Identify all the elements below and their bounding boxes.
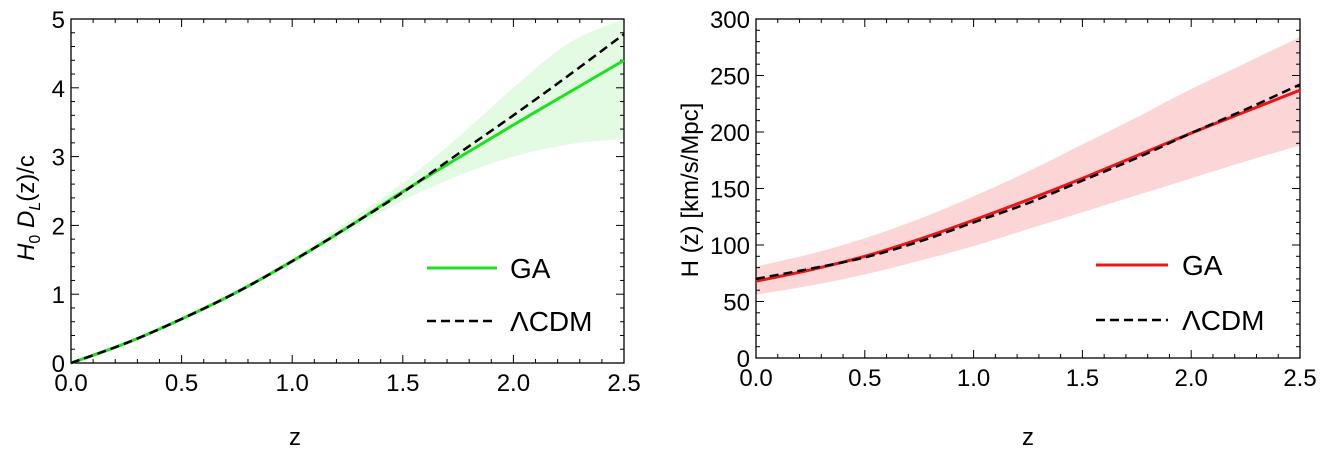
y-tick-label: 0 — [52, 351, 65, 378]
left-legend: GA ΛCDM — [427, 253, 592, 337]
y-tick-label: 250 — [710, 64, 750, 91]
y-tick-label: 300 — [710, 7, 750, 34]
left-legend-lcdm-label: ΛCDM — [510, 306, 592, 337]
left-y-axis-label: H0 DL(z)/c — [13, 155, 44, 261]
left-legend-ga-label: GA — [510, 253, 551, 284]
y-tick-label: 4 — [52, 76, 65, 103]
x-tick-label: 1.5 — [1066, 365, 1099, 392]
y-tick-label: 100 — [710, 233, 750, 260]
x-tick-label: 0.0 — [54, 370, 87, 397]
x-tick-label: 0.5 — [165, 370, 198, 397]
x-tick-label: 1.5 — [386, 370, 419, 397]
x-tick-label: 0.5 — [848, 365, 881, 392]
right-x-axis-label: z — [1022, 424, 1034, 449]
y-tick-label: 3 — [52, 145, 65, 172]
right-y-ticks: 0 50 100 150 200 250 300 — [710, 7, 1300, 373]
left-confidence-band — [71, 19, 624, 363]
left-plot-frame — [70, 18, 625, 364]
y-tick-label: 200 — [710, 120, 750, 147]
right-y-axis-label: H (z) [km/s/Mpc] — [677, 103, 704, 278]
y-tick-label: 150 — [710, 177, 750, 204]
right-x-ticks: 0.0 0.5 1.0 1.5 2.0 2.5 — [739, 19, 1317, 392]
y-tick-label: 0 — [737, 346, 750, 373]
left-chart: 0.0 0.5 1.0 1.5 2.0 2.5 0 1 2 3 4 5 z H0 DL(z)/c G… — [13, 7, 641, 449]
y-tick-label: 2 — [52, 213, 65, 240]
right-legend-ga-label: GA — [1182, 250, 1223, 281]
x-tick-label: 2.5 — [607, 370, 640, 397]
y-tick-label: 50 — [723, 290, 750, 317]
left-x-ticks: 0.0 0.5 1.0 1.5 2.0 2.5 — [54, 19, 641, 397]
x-tick-label: 1.0 — [957, 365, 990, 392]
left-series-lcdm-line — [70, 33, 625, 365]
y-tick-label: 5 — [52, 7, 65, 34]
left-x-axis-label: z — [289, 424, 301, 449]
left-y-ticks: 0 1 2 3 4 5 — [52, 7, 624, 378]
right-legend-lcdm-label: ΛCDM — [1182, 305, 1264, 336]
right-legend: GA ΛCDM — [1096, 250, 1264, 336]
right-confidence-band — [756, 37, 1300, 295]
x-tick-label: 2.5 — [1283, 365, 1316, 392]
x-tick-label: 2.0 — [497, 370, 530, 397]
x-tick-label: 1.0 — [276, 370, 309, 397]
x-tick-label: 0.0 — [739, 365, 772, 392]
right-series-lcdm-line — [755, 83, 1301, 281]
y-tick-label: 1 — [52, 282, 65, 309]
x-tick-label: 2.0 — [1175, 365, 1208, 392]
